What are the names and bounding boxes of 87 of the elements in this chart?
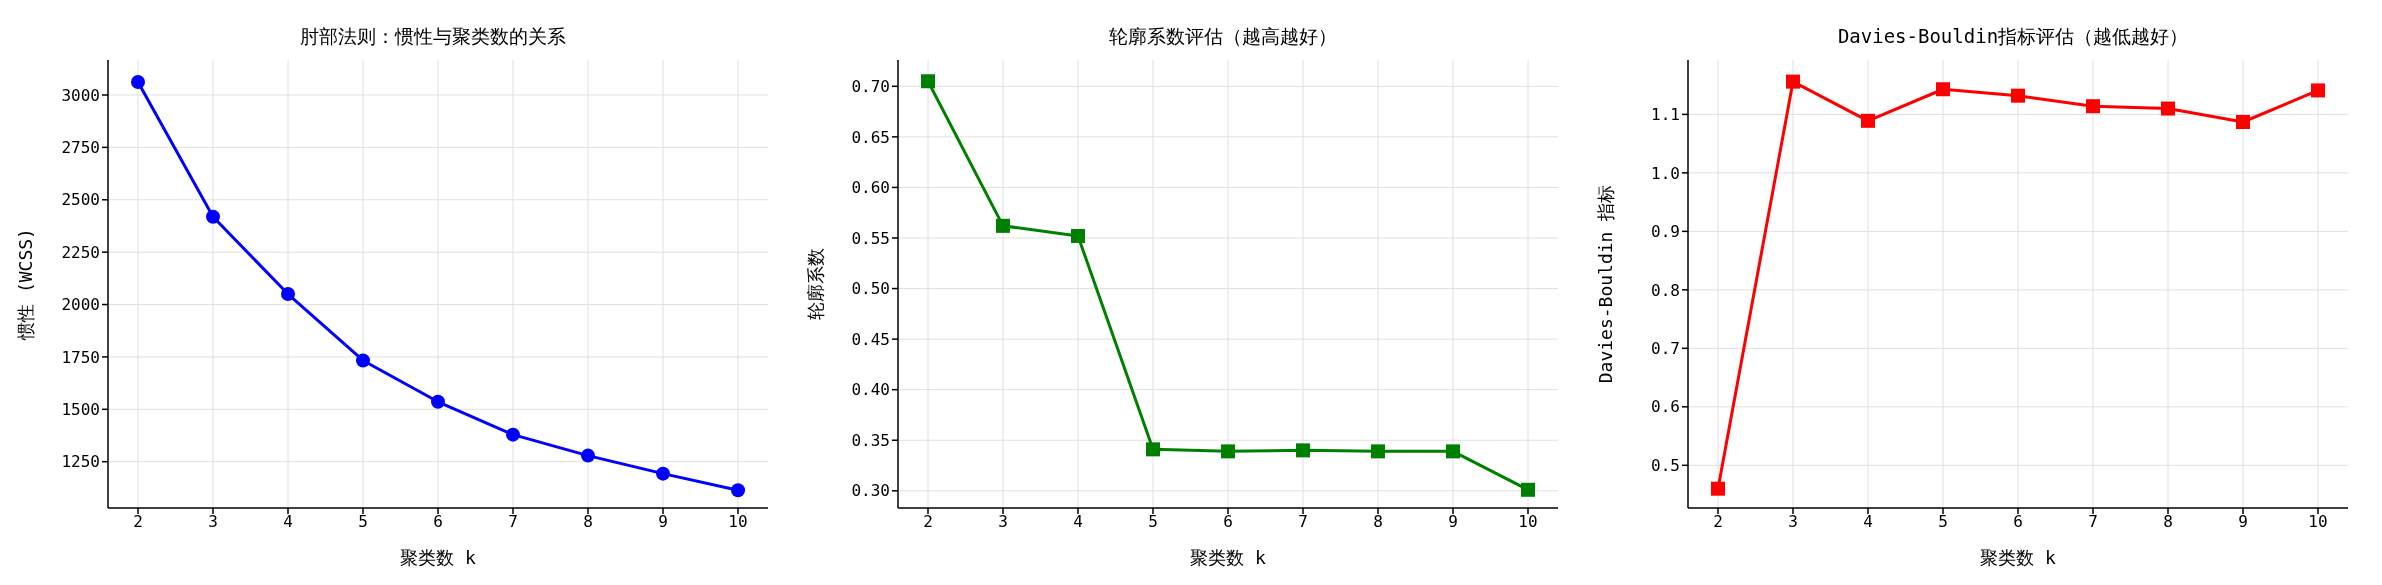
x-axis-title: 聚类数 k bbox=[400, 547, 476, 568]
point bbox=[731, 483, 745, 498]
point bbox=[1446, 444, 1460, 459]
point bbox=[1371, 444, 1385, 459]
x-tick-label: 9 bbox=[2238, 512, 2248, 532]
y-tick-label: 0.5 bbox=[1651, 455, 1680, 475]
x-tick-label: 2 bbox=[133, 512, 143, 532]
x-tick-label: 2 bbox=[1713, 512, 1723, 532]
x-tick-label: 7 bbox=[1298, 512, 1308, 532]
y-tick-label: 0.65 bbox=[851, 127, 890, 147]
y-tick-label: 1.1 bbox=[1651, 105, 1680, 125]
point bbox=[1521, 482, 1535, 497]
x-tick-label: 6 bbox=[1223, 512, 1233, 532]
point bbox=[1071, 228, 1085, 243]
x-tick-label: 6 bbox=[433, 512, 443, 532]
y-tick-label: 0.7 bbox=[1651, 339, 1680, 359]
x-tick-label: 3 bbox=[1788, 512, 1798, 532]
y-tick-label: 0.45 bbox=[851, 329, 890, 349]
x-tick-label: 8 bbox=[2163, 512, 2173, 532]
y-tick-label: 1500 bbox=[61, 399, 100, 419]
x-tick-label: 4 bbox=[1863, 512, 1873, 532]
x-tick-label: 7 bbox=[508, 512, 518, 532]
chart-title: 轮廓系数评估（越高越好） bbox=[1108, 24, 1338, 49]
x-tick-label: 5 bbox=[1148, 512, 1158, 532]
point bbox=[2161, 101, 2175, 116]
point bbox=[506, 427, 520, 442]
point bbox=[1786, 74, 1800, 89]
point bbox=[1861, 113, 1875, 128]
point bbox=[356, 353, 370, 368]
y-tick-label: 0.60 bbox=[851, 178, 890, 198]
x-tick-label: 10 bbox=[728, 512, 748, 532]
y-tick-label: 1.0 bbox=[1651, 163, 1680, 183]
point bbox=[2311, 83, 2325, 98]
x-tick-label: 10 bbox=[2308, 512, 2328, 532]
x-tick-label: 9 bbox=[1448, 512, 1458, 532]
x-tick-label: 10 bbox=[1518, 512, 1538, 532]
y-tick-label: 2250 bbox=[61, 242, 100, 262]
x-tick-label: 2 bbox=[923, 512, 933, 532]
x-tick-label: 5 bbox=[358, 512, 368, 532]
point bbox=[996, 218, 1010, 233]
y-tick-label: 0.70 bbox=[851, 76, 890, 96]
y-axis-title: Davies-Bouldin 指标 bbox=[1595, 184, 1617, 384]
y-axis-title: 轮廓系数 bbox=[805, 248, 827, 320]
x-tick-label: 7 bbox=[2088, 512, 2098, 532]
y-axis-title: 惯性 (WCSS) bbox=[15, 228, 37, 341]
x-tick-label: 6 bbox=[2013, 512, 2023, 532]
point bbox=[1146, 442, 1160, 457]
point bbox=[2236, 115, 2250, 129]
point bbox=[431, 394, 445, 409]
y-tick-label: 2500 bbox=[61, 190, 100, 210]
y-tick-label: 0.6 bbox=[1651, 397, 1680, 417]
point bbox=[1711, 481, 1725, 496]
point bbox=[1936, 82, 1950, 97]
y-tick-label: 0.8 bbox=[1651, 280, 1680, 300]
x-tick-label: 4 bbox=[283, 512, 293, 532]
y-tick-label: 1250 bbox=[61, 452, 100, 472]
chart-title: 肘部法则：惯性与聚类数的关系 bbox=[299, 24, 567, 49]
y-tick-label: 0.9 bbox=[1651, 222, 1680, 242]
x-tick-label: 8 bbox=[583, 512, 593, 532]
point bbox=[581, 448, 595, 463]
point bbox=[2011, 88, 2025, 103]
x-axis-title: 聚类数 k bbox=[1190, 547, 1266, 568]
point bbox=[921, 74, 935, 89]
chart-title: Davies-Bouldin指标评估（越低越好） bbox=[1836, 24, 2190, 49]
y-tick-label: 0.30 bbox=[851, 481, 890, 501]
y-tick-label: 2750 bbox=[61, 138, 100, 158]
y-tick-label: 0.50 bbox=[851, 279, 890, 299]
point bbox=[2086, 99, 2100, 114]
y-tick-label: 0.55 bbox=[851, 228, 890, 248]
x-tick-label: 3 bbox=[998, 512, 1008, 532]
point bbox=[206, 209, 220, 224]
point bbox=[131, 75, 145, 89]
x-tick-label: 5 bbox=[1938, 512, 1948, 532]
point bbox=[656, 466, 670, 481]
point bbox=[1221, 444, 1235, 459]
x-tick-label: 3 bbox=[208, 512, 218, 532]
y-tick-label: 1750 bbox=[61, 347, 100, 367]
y-tick-label: 3000 bbox=[61, 85, 100, 105]
point bbox=[1296, 443, 1310, 458]
x-axis-title: 聚类数 k bbox=[1980, 547, 2056, 568]
x-tick-label: 8 bbox=[1373, 512, 1383, 532]
y-tick-label: 0.40 bbox=[851, 380, 890, 400]
y-tick-label: 2000 bbox=[61, 295, 100, 315]
point bbox=[281, 287, 295, 302]
y-tick-label: 0.35 bbox=[851, 430, 890, 450]
x-tick-label: 4 bbox=[1073, 512, 1083, 532]
x-tick-label: 9 bbox=[658, 512, 668, 532]
